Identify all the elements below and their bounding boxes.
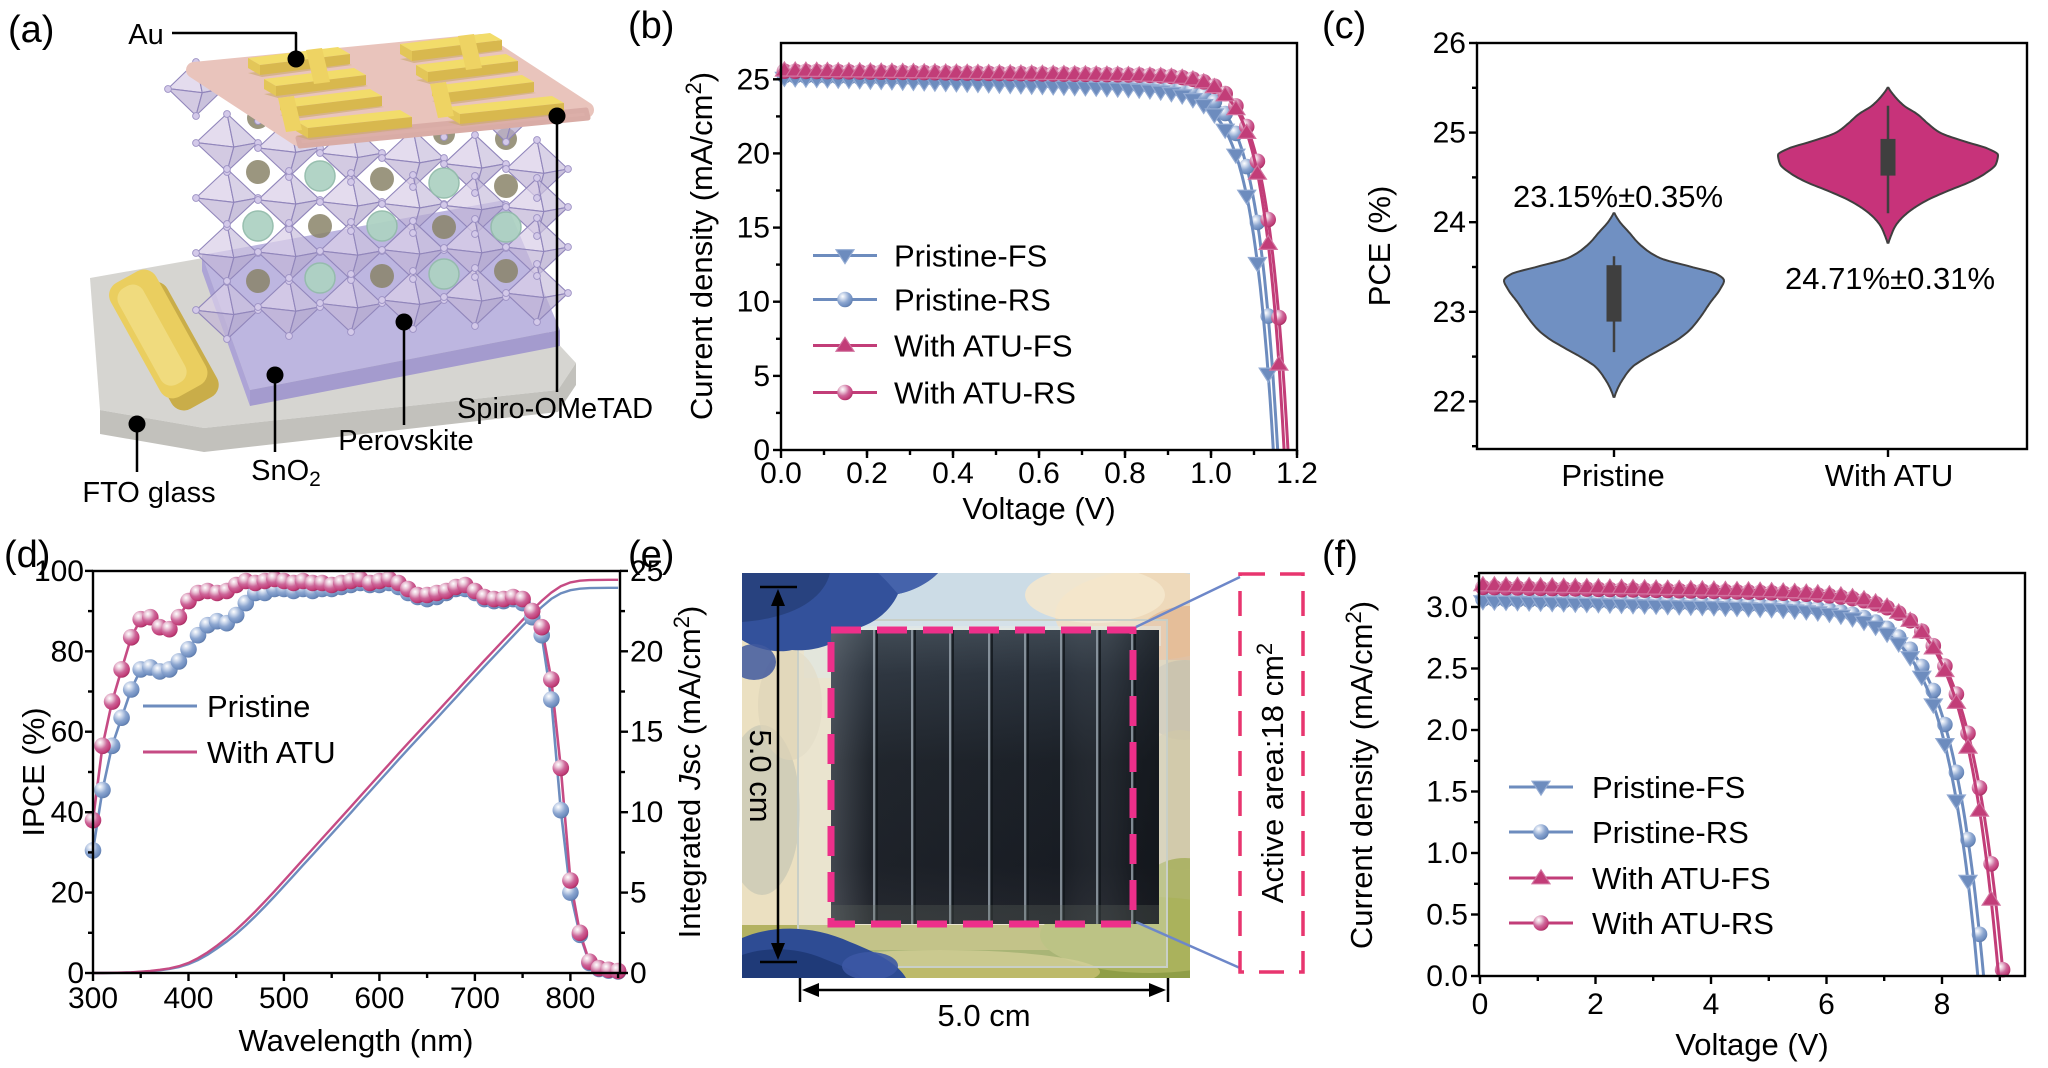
svg-text:1.2: 1.2 — [1276, 457, 1318, 490]
svg-text:Pristine: Pristine — [1561, 458, 1664, 493]
svg-text:PCE (%): PCE (%) — [1362, 186, 1397, 307]
svg-text:24: 24 — [1433, 206, 1466, 239]
svg-text:0.0: 0.0 — [1426, 960, 1468, 993]
svg-text:1.5: 1.5 — [1426, 776, 1468, 809]
svg-text:0: 0 — [1472, 988, 1489, 1021]
svg-text:100: 100 — [34, 555, 84, 588]
svg-text:Au: Au — [128, 19, 163, 51]
svg-text:Spiro-OMeTAD: Spiro-OMeTAD — [457, 393, 653, 425]
svg-text:20: 20 — [51, 877, 84, 910]
svg-text:Wavelength (nm): Wavelength (nm) — [239, 1023, 474, 1058]
svg-text:80: 80 — [51, 635, 84, 668]
svg-text:Pristine: Pristine — [207, 689, 310, 724]
svg-text:40: 40 — [51, 796, 84, 829]
svg-text:With ATU-RS: With ATU-RS — [894, 376, 1076, 411]
svg-text:1.0: 1.0 — [1426, 837, 1468, 870]
svg-text:24.71%±0.31%: 24.71%±0.31% — [1785, 261, 1995, 296]
svg-text:IPCE (%): IPCE (%) — [16, 707, 51, 836]
svg-text:0: 0 — [753, 434, 770, 467]
svg-text:26: 26 — [1433, 27, 1466, 60]
svg-text:22: 22 — [1433, 385, 1466, 418]
svg-text:5.0 cm: 5.0 cm — [743, 729, 778, 822]
svg-text:Current density (mA/cm2): Current density (mA/cm2) — [1341, 601, 1379, 949]
svg-text:5: 5 — [630, 877, 647, 910]
svg-text:8: 8 — [1934, 988, 1951, 1021]
svg-text:(c): (c) — [1322, 5, 1366, 47]
svg-text:3.0: 3.0 — [1426, 591, 1468, 624]
svg-text:(d): (d) — [4, 534, 50, 576]
svg-text:0.2: 0.2 — [846, 457, 888, 490]
svg-text:25: 25 — [737, 63, 770, 96]
svg-text:Pristine-FS: Pristine-FS — [1592, 770, 1745, 805]
svg-text:0: 0 — [67, 957, 84, 990]
svg-text:25: 25 — [630, 555, 663, 588]
svg-text:0: 0 — [630, 957, 647, 990]
svg-text:0.8: 0.8 — [1104, 457, 1146, 490]
svg-text:300: 300 — [68, 982, 118, 1015]
svg-text:With ATU-RS: With ATU-RS — [1592, 906, 1774, 941]
svg-text:10: 10 — [630, 796, 663, 829]
svg-text:5: 5 — [753, 360, 770, 393]
svg-text:(b): (b) — [628, 5, 674, 47]
svg-text:600: 600 — [354, 982, 404, 1015]
svg-text:23.15%±0.35%: 23.15%±0.35% — [1513, 179, 1723, 214]
svg-text:15: 15 — [737, 212, 770, 245]
svg-text:20: 20 — [737, 137, 770, 170]
svg-text:Integrated Jsc (mA/cm2): Integrated Jsc (mA/cm2) — [669, 606, 707, 939]
svg-text:2.5: 2.5 — [1426, 653, 1468, 686]
svg-text:Voltage (V): Voltage (V) — [1675, 1027, 1828, 1062]
svg-text:800: 800 — [545, 982, 595, 1015]
svg-text:(e): (e) — [628, 534, 674, 576]
svg-text:2: 2 — [1587, 988, 1604, 1021]
svg-text:23: 23 — [1433, 296, 1466, 329]
svg-text:Pristine-FS: Pristine-FS — [894, 239, 1047, 274]
svg-text:6: 6 — [1818, 988, 1835, 1021]
svg-text:Pristine-RS: Pristine-RS — [894, 283, 1051, 318]
svg-text:0.5: 0.5 — [1426, 899, 1468, 932]
svg-text:With ATU-FS: With ATU-FS — [894, 329, 1073, 364]
svg-text:Voltage (V): Voltage (V) — [962, 491, 1115, 526]
svg-text:60: 60 — [51, 716, 84, 749]
svg-text:25: 25 — [1433, 117, 1466, 150]
svg-text:700: 700 — [450, 982, 500, 1015]
svg-text:10: 10 — [737, 286, 770, 319]
svg-text:With ATU: With ATU — [1825, 458, 1954, 493]
svg-text:Perovskite: Perovskite — [338, 425, 473, 457]
svg-text:0.6: 0.6 — [1018, 457, 1060, 490]
svg-text:With ATU-FS: With ATU-FS — [1592, 861, 1771, 896]
svg-text:5.0 cm: 5.0 cm — [937, 998, 1030, 1033]
svg-text:FTO glass: FTO glass — [82, 477, 215, 509]
svg-text:Active area:18 cm2: Active area:18 cm2 — [1252, 643, 1290, 903]
svg-text:2.0: 2.0 — [1426, 714, 1468, 747]
svg-text:400: 400 — [163, 982, 213, 1015]
svg-text:0.4: 0.4 — [932, 457, 974, 490]
svg-text:4: 4 — [1703, 988, 1720, 1021]
svg-text:15: 15 — [630, 716, 663, 749]
svg-text:0.0: 0.0 — [760, 457, 802, 490]
svg-text:Current density (mA/cm2): Current density (mA/cm2) — [681, 72, 719, 420]
svg-text:500: 500 — [259, 982, 309, 1015]
svg-text:1.0: 1.0 — [1190, 457, 1232, 490]
svg-text:(a): (a) — [8, 9, 54, 51]
svg-text:With ATU: With ATU — [207, 735, 336, 770]
svg-text:(f): (f) — [1322, 534, 1358, 576]
svg-text:Pristine-RS: Pristine-RS — [1592, 815, 1749, 850]
svg-text:20: 20 — [630, 635, 663, 668]
